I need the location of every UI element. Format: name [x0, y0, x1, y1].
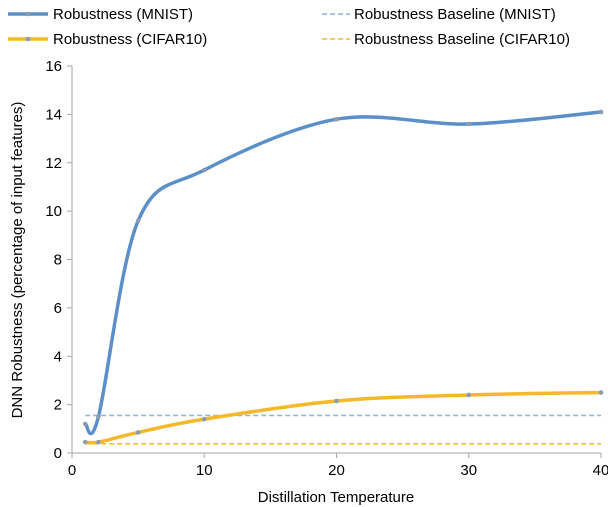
series-1-point	[201, 416, 207, 422]
legend-label: Robustness (CIFAR10)	[53, 31, 207, 48]
legend-label: Robustness Baseline (MNIST)	[354, 6, 556, 23]
series-1-point	[466, 392, 472, 398]
series-0-line	[83, 110, 603, 436]
legend-item-0: Robustness (MNIST)	[8, 6, 193, 23]
y-axis-title: DNN Robustness (percentage of input feat…	[9, 102, 26, 419]
plot-area: 0 2 4 6 8 10 12 14 16 0 10 20 30 40	[45, 58, 608, 479]
y-tick-label: 14	[45, 106, 62, 123]
series-1-point	[598, 390, 604, 395]
x-tick-label: 30	[460, 462, 477, 479]
legend-item-1: Robustness (CIFAR10)	[8, 31, 207, 48]
y-tick-label: 16	[45, 58, 62, 75]
legend-item-2: Robustness Baseline (MNIST)	[322, 6, 556, 23]
series-0-point	[334, 116, 339, 122]
y-tick-label: 2	[54, 397, 62, 414]
series-0-point	[135, 218, 141, 224]
legend-label: Robustness (MNIST)	[53, 6, 193, 23]
series-0-point	[201, 167, 207, 173]
series-0-point	[598, 109, 604, 115]
series-0-point	[82, 421, 88, 427]
legend-label: Robustness Baseline (CIFAR10)	[354, 31, 570, 48]
series-1-point	[135, 430, 141, 435]
legend-marker	[25, 11, 31, 17]
y-tick-label: 6	[54, 300, 62, 317]
legend-item-3: Robustness Baseline (CIFAR10)	[322, 31, 570, 48]
x-tick-label: 40	[593, 462, 608, 479]
legend-marker	[25, 36, 31, 42]
y-tick-label: 10	[45, 203, 62, 220]
series-0-point	[96, 414, 101, 420]
y-tick-label: 8	[54, 252, 62, 269]
series-0	[82, 109, 604, 436]
axes-layer: 0 2 4 6 8 10 12 14 16 0 10 20 30 40	[45, 58, 608, 479]
x-tick-label: 20	[328, 462, 345, 479]
x-tick-label: 0	[68, 462, 76, 479]
series-1-point	[334, 398, 339, 404]
series-1-point	[96, 439, 101, 445]
series-1	[82, 390, 604, 445]
y-tick-label: 12	[45, 155, 62, 172]
y-tick-label: 0	[54, 445, 62, 462]
x-tick-label: 10	[196, 462, 213, 479]
legend: Robustness (MNIST) Robustness (CIFAR10) Ro…	[8, 6, 570, 48]
series-1-line	[83, 390, 603, 445]
series-0-point	[466, 121, 472, 127]
series-layer	[82, 109, 604, 445]
y-tick-label: 4	[54, 348, 62, 365]
x-axis-title: Distillation Temperature	[258, 489, 414, 506]
series-1-point	[82, 439, 88, 445]
